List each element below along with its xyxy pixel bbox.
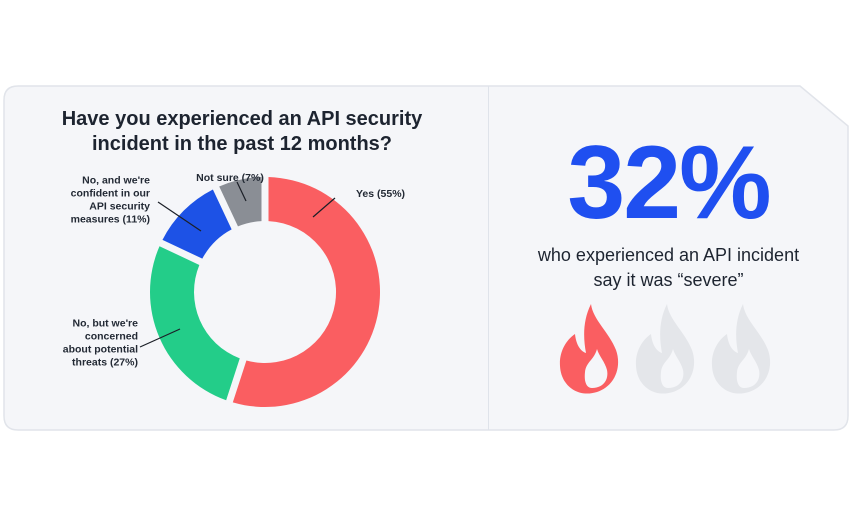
slice-label-2: No, but we're concerned about potential thr… bbox=[63, 318, 138, 369]
panel-divider bbox=[488, 86, 489, 430]
donut-slice-2 bbox=[149, 246, 240, 401]
donut-slice-3 bbox=[162, 189, 232, 259]
flame-icon-empty bbox=[635, 304, 695, 394]
donut-slice-1 bbox=[232, 177, 380, 407]
leader-line-2 bbox=[139, 328, 181, 348]
stat-caption: who experienced an API incident say it w… bbox=[489, 243, 848, 293]
leader-line-4 bbox=[236, 181, 247, 202]
chart-title: Have you experienced an API security inc… bbox=[61, 108, 423, 155]
flame-icon-empty bbox=[711, 304, 771, 394]
stat-caption-line-1: who experienced an API incident bbox=[537, 245, 800, 265]
flame-icon-filled bbox=[559, 304, 619, 394]
slice-label-4: Not sure (7%) bbox=[196, 172, 264, 184]
stat-value: 32% bbox=[567, 125, 771, 241]
slice-label-1: Yes (55%) bbox=[356, 188, 405, 200]
donut-slice-4 bbox=[219, 177, 262, 227]
stat-caption-line-2: say it was “severe” bbox=[593, 270, 744, 290]
slice-label-3: No, and we're confident in our API securit… bbox=[71, 175, 151, 226]
leader-line-1 bbox=[312, 197, 336, 218]
leader-line-3 bbox=[157, 201, 202, 232]
